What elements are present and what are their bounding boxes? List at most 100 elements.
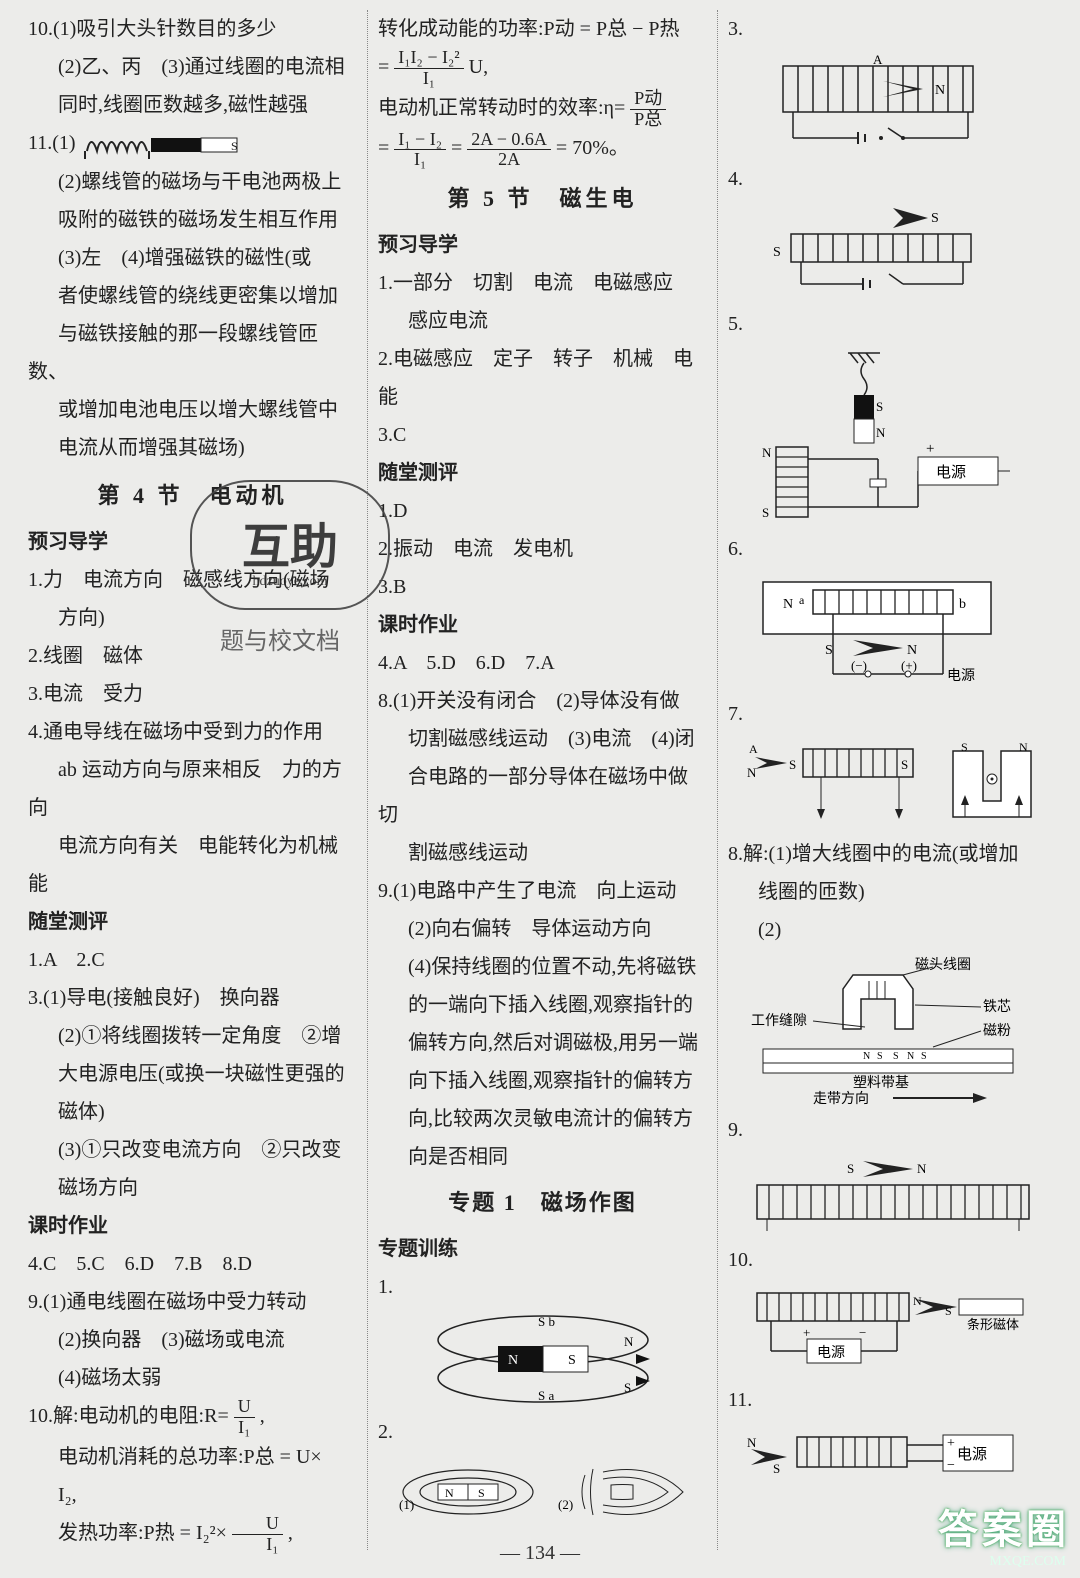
svg-text:S: S <box>945 1304 952 1318</box>
watermark-url: hdzuoye.com <box>190 569 390 596</box>
label-power: 电源 <box>817 1345 845 1361</box>
watermark-gray-text: 题与校文档 <box>220 620 340 666</box>
svg-text:S b: S b <box>538 1314 555 1329</box>
svg-text:(2): (2) <box>558 1497 573 1512</box>
label-power: 电源 <box>947 668 975 684</box>
svg-text:N: N <box>917 1161 927 1176</box>
homework-heading: 课时作业 <box>378 606 707 644</box>
text-line: (2)向右偏转 导体运动方向 <box>378 910 707 948</box>
diagram-4: S S <box>728 204 1058 299</box>
eq-eq: = <box>378 56 389 78</box>
diagram-10-label: 10. <box>728 1241 1058 1279</box>
text-line: 2.振动 电流 发电机 <box>378 530 707 568</box>
text-line: 向是否相同 <box>378 1138 707 1176</box>
fraction: I₁ − I₂ I₁ <box>394 130 446 171</box>
diagram-3-label: 3. <box>728 10 1058 48</box>
diagram-1-label: 1. <box>378 1268 707 1306</box>
diagram-9: SN <box>728 1155 1058 1235</box>
text-line: 8.解:(1)增大线圈中的电流(或增加 <box>728 835 1058 873</box>
text-line: (2)①将线圈拨转一定角度 ②增 <box>28 1017 357 1055</box>
svg-text:S: S <box>568 1353 576 1368</box>
svg-text:N: N <box>747 765 757 780</box>
solenoid-diagram-small: S <box>81 125 241 163</box>
corner-watermark-url: MXQE.COM <box>989 1549 1066 1576</box>
text-line: 3.(1)导电(接触良好) 换向器 <box>28 979 357 1017</box>
label-head-coil: 磁头线圈 <box>915 957 971 973</box>
text-line: 10.(1)吸引大头针数目的多少 <box>28 10 357 48</box>
text-line: 者使螺线管的绕线更密集以增加 <box>28 277 357 315</box>
fraction: P动 P总 <box>630 89 666 130</box>
label-minus: (−) <box>851 658 867 673</box>
svg-text:b: b <box>959 597 966 612</box>
diagram-7: ANS S SN <box>728 739 1058 829</box>
label-tape: 塑料带基 <box>853 1074 909 1091</box>
label-power: 电源 <box>957 1446 987 1463</box>
eq-suffix: U, <box>469 56 488 78</box>
diagram-2-label: 2. <box>378 1413 707 1451</box>
svg-text:S: S <box>624 1380 631 1395</box>
eq-label: 电动机正常转动时的效率:η= <box>378 97 625 119</box>
text-line: (2)螺线管的磁场与干电池两极上 <box>28 163 357 201</box>
watermark-cloud: 互助 hdzuoye.com <box>190 480 390 610</box>
text-line: 转化成动能的功率:P动 = P总 − P热 <box>378 10 707 48</box>
eq-label: 10.解:电动机的电阻:R= <box>28 1405 229 1427</box>
diagram-4-label: 4. <box>728 160 1058 198</box>
homework-heading: 课时作业 <box>28 1207 357 1245</box>
topic-1-title: 专题 1 磁场作图 <box>378 1182 707 1224</box>
eq-eq: = <box>378 137 389 159</box>
diagram-11-label: 11. <box>728 1381 1058 1419</box>
preview-heading: 预习导学 <box>378 226 707 264</box>
text-line: 磁场方向 <box>28 1169 357 1207</box>
fraction-num: I₁ − I₂ <box>394 130 446 151</box>
fraction: 2A − 0.6A 2A <box>467 130 551 171</box>
svg-text:S: S <box>847 1161 854 1176</box>
fraction-num: 2A − 0.6A <box>467 130 551 151</box>
text-line: 偏转方向,然后对调磁极,用另一端 <box>378 1024 707 1062</box>
svg-text:(1): (1) <box>399 1497 414 1512</box>
svg-text:+: + <box>926 441 934 457</box>
svg-text:N: N <box>783 597 793 612</box>
text-line: = I₁ − I₂ I₁ = 2A − 0.6A 2A = 70%。 <box>378 129 707 170</box>
diagram-3: N A <box>728 54 1058 154</box>
text-line: 1.一部分 切割 电流 电磁感应 <box>378 264 707 302</box>
diagram-8: 磁头线圈 工作缝隙 铁芯 磁粉 NSSNS 塑料带基 走带方向 <box>728 955 1058 1105</box>
text-line: (3)左 (4)增强磁铁的磁性(或 <box>28 239 357 277</box>
svg-text:N: N <box>762 445 772 460</box>
text-line: 的一端向下插入线圈,观察指针的 <box>378 986 707 1024</box>
svg-text:S: S <box>876 399 883 414</box>
text-line: 吸附的磁铁的磁场发生相互作用 <box>28 201 357 239</box>
text-line: 11.(1) S <box>28 124 357 163</box>
label-power: 电源 <box>936 464 966 481</box>
svg-text:N: N <box>863 1051 870 1062</box>
text-line: 电流方向有关 电能转化为机械能 <box>28 827 357 903</box>
text-line: 3.B <box>378 568 707 606</box>
diagram-9-label: 9. <box>728 1111 1058 1149</box>
q11-label: 11.(1) <box>28 132 76 154</box>
svg-text:N: N <box>913 1294 922 1308</box>
text-line: 电动机消耗的总功率:P总 = U× <box>28 1438 357 1476</box>
svg-text:S: S <box>762 505 769 520</box>
text-line: 2.电磁感应 定子 转子 机械 电能 <box>378 340 707 416</box>
text-line: 4.A 5.D 6.D 7.A <box>378 644 707 682</box>
text-line: 8.(1)开关没有闭合 (2)导体没有做 <box>378 682 707 720</box>
text-line: 电动机正常转动时的效率:η= P动 P总 <box>378 89 707 130</box>
svg-text:S: S <box>893 1051 899 1062</box>
label-direction: 走带方向 <box>813 1091 869 1105</box>
svg-text:−: − <box>947 1458 955 1473</box>
diagram-8-2-label: (2) <box>728 911 1058 949</box>
text-line: 或增加电池电压以增大螺线管中 <box>28 391 357 429</box>
text-line: 3.C <box>378 416 707 454</box>
column-right: 3. N A 4. <box>718 10 1068 1550</box>
text-line: 1.A 2.C <box>28 941 357 979</box>
label-plus: (+) <box>901 658 917 673</box>
column-left: 10.(1)吸引大头针数目的多少 (2)乙、丙 (3)通过线圈的电流相 同时,线… <box>18 10 368 1550</box>
fraction-num: I₁I₂ − I₂² <box>394 48 463 69</box>
text-line: 3.电流 受力 <box>28 675 357 713</box>
label-gap: 工作缝隙 <box>751 1013 807 1029</box>
eq-eq: = <box>451 137 462 159</box>
svg-text:N: N <box>907 643 917 658</box>
svg-text:N: N <box>907 1051 914 1062</box>
svg-text:S: S <box>789 757 796 772</box>
svg-text:S: S <box>773 245 781 260</box>
svg-text:S: S <box>931 211 939 226</box>
